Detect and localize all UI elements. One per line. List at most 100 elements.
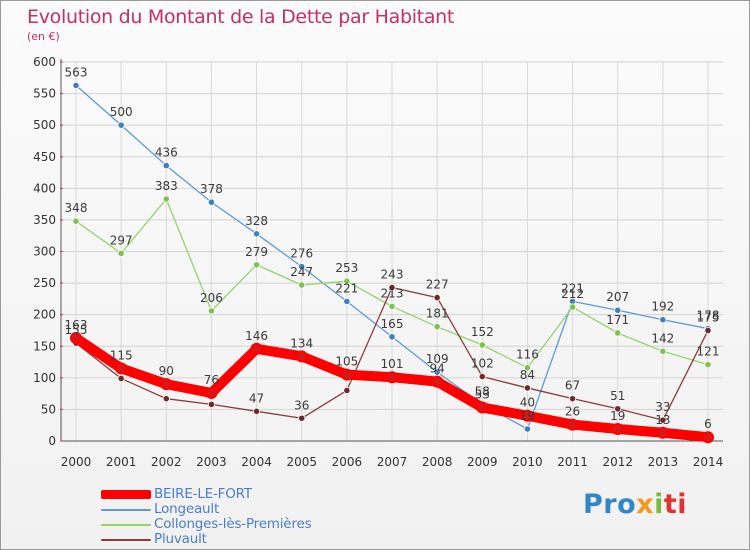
data-label-pluvault: 36 — [294, 398, 309, 412]
data-label-longeault: 436 — [155, 146, 178, 160]
data-point-beire-le-fort — [160, 378, 173, 391]
data-point-collonges-l-s-premi-res — [117, 249, 125, 257]
data-point-pluvault — [433, 294, 441, 302]
legend-swatch — [101, 490, 151, 499]
data-label-longeault: 178 — [697, 309, 720, 323]
data-label-beire-le-fort: 76 — [204, 373, 219, 387]
data-label-longeault: 221 — [335, 281, 358, 295]
data-point-pluvault — [659, 416, 667, 424]
data-label-beire-le-fort: 90 — [159, 364, 174, 378]
y-axis-unit-label: (en €) — [27, 30, 60, 43]
data-label-pluvault: 102 — [471, 357, 494, 371]
data-label-longeault: 276 — [290, 247, 313, 261]
logo-part-4: ti — [663, 489, 688, 520]
data-label-pluvault: 155 — [65, 323, 88, 337]
data-label-collonges-l-s-premi-res: 253 — [335, 261, 358, 275]
data-label-pluvault: 84 — [520, 368, 535, 382]
x-tick-label: 2000 — [61, 455, 92, 469]
data-point-collonges-l-s-premi-res — [388, 302, 396, 311]
y-tick-label: 300 — [33, 245, 56, 259]
data-label-longeault: 378 — [200, 182, 223, 196]
data-point-beire-le-fort — [205, 386, 218, 399]
data-label-pluvault: 243 — [381, 268, 404, 282]
data-label-collonges-l-s-premi-res: 171 — [606, 313, 629, 327]
data-point-pluvault — [252, 407, 261, 415]
data-label-collonges-l-s-premi-res: 297 — [110, 233, 133, 247]
data-label-pluvault: 51 — [610, 389, 625, 403]
data-label-collonges-l-s-premi-res: 142 — [651, 331, 674, 345]
data-label-longeault: 328 — [245, 214, 268, 228]
data-label-pluvault: 175 — [697, 310, 720, 324]
y-tick-label: 350 — [33, 213, 56, 227]
data-point-longeault — [523, 425, 532, 433]
logo-part-2: x — [636, 489, 655, 520]
data-point-beire-le-fort — [386, 371, 398, 384]
data-label-longeault: 500 — [110, 105, 133, 119]
data-label-pluvault: 33 — [655, 400, 670, 414]
data-point-beire-le-fort — [656, 426, 669, 439]
data-point-collonges-l-s-premi-res — [433, 323, 441, 331]
data-label-beire-le-fort: 6 — [704, 417, 712, 431]
data-label-collonges-l-s-premi-res: 152 — [471, 325, 494, 339]
data-label-beire-le-fort: 101 — [381, 357, 404, 371]
data-point-longeault — [252, 230, 261, 238]
data-point-collonges-l-s-premi-res — [298, 281, 306, 289]
data-label-longeault: 165 — [381, 317, 404, 331]
data-label-beire-le-fort: 40 — [520, 396, 535, 410]
data-label-beire-le-fort: 13 — [655, 413, 670, 427]
x-tick-label: 2008 — [422, 455, 453, 469]
data-point-pluvault — [298, 414, 306, 422]
data-point-longeault — [207, 198, 216, 206]
data-label-beire-le-fort: 163 — [65, 318, 88, 332]
data-point-longeault — [388, 333, 396, 341]
data-point-longeault — [614, 306, 622, 314]
data-label-longeault: 19 — [520, 409, 535, 423]
data-point-beire-le-fort — [340, 368, 353, 381]
x-tick-label: 2014 — [693, 455, 724, 469]
data-point-collonges-l-s-premi-res — [478, 341, 486, 349]
logo-part-3: i — [654, 489, 664, 520]
y-tick-label: 600 — [33, 55, 56, 69]
data-point-longeault — [343, 297, 351, 306]
data-point-pluvault — [207, 400, 216, 408]
y-tick-label: 500 — [33, 118, 56, 132]
data-point-beire-le-fort — [431, 375, 444, 388]
data-point-beire-le-fort — [521, 409, 534, 422]
x-tick-label: 2006 — [332, 455, 363, 469]
data-point-beire-le-fort — [295, 350, 308, 363]
data-label-collonges-l-s-premi-res: 181 — [426, 307, 449, 321]
data-point-collonges-l-s-premi-res — [659, 347, 667, 355]
x-tick-label: 2001 — [106, 455, 137, 469]
y-tick-label: 250 — [33, 276, 56, 290]
x-tick-label: 2004 — [241, 455, 272, 469]
data-label-beire-le-fort: 53 — [475, 388, 490, 402]
data-point-collonges-l-s-premi-res — [614, 329, 622, 337]
data-label-pluvault: 227 — [426, 278, 449, 292]
y-tick-label: 100 — [33, 371, 56, 385]
data-point-pluvault — [478, 372, 486, 381]
data-label-collonges-l-s-premi-res: 279 — [245, 245, 268, 259]
data-label-longeault: 563 — [65, 65, 88, 79]
data-label-longeault: 221 — [561, 281, 584, 295]
data-label-longeault: 109 — [426, 352, 449, 366]
data-point-pluvault — [704, 326, 712, 335]
x-tick-label: 2007 — [377, 455, 408, 469]
data-point-beire-le-fort — [566, 418, 579, 431]
data-point-collonges-l-s-premi-res — [162, 195, 170, 203]
data-label-beire-le-fort: 146 — [245, 329, 268, 343]
data-point-pluvault — [117, 374, 125, 383]
data-label-beire-le-fort: 134 — [290, 336, 313, 350]
legend-label: BEIRE-LE-FORT — [154, 486, 252, 502]
y-tick-label: 550 — [33, 87, 56, 101]
data-point-beire-le-fort — [476, 401, 489, 414]
data-label-collonges-l-s-premi-res: 247 — [290, 265, 313, 279]
data-label-beire-le-fort: 115 — [110, 348, 133, 362]
x-tick-label: 2002 — [151, 455, 182, 469]
data-label-pluvault: 47 — [249, 391, 264, 405]
data-point-pluvault — [614, 405, 622, 413]
logo-part-1: Pro — [583, 489, 637, 520]
data-label-longeault: 207 — [606, 290, 629, 304]
y-tick-label: 200 — [33, 308, 56, 322]
data-point-collonges-l-s-premi-res — [72, 217, 80, 225]
